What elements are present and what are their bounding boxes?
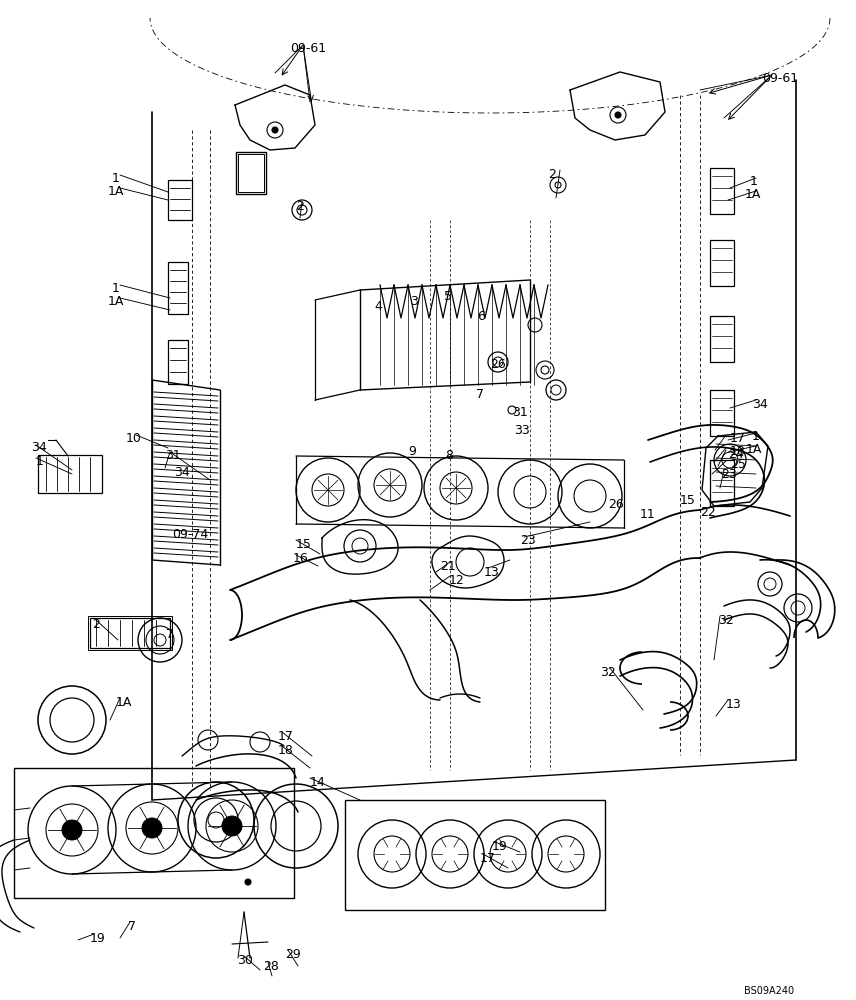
Text: 21: 21 bbox=[440, 560, 455, 573]
Bar bbox=[710, 168, 734, 214]
Bar bbox=[710, 240, 734, 286]
Bar bbox=[168, 340, 188, 384]
Text: 1: 1 bbox=[112, 282, 120, 295]
Text: 30: 30 bbox=[237, 954, 253, 967]
Bar bbox=[168, 262, 188, 314]
Text: 7: 7 bbox=[128, 920, 136, 933]
Bar bbox=[236, 152, 266, 194]
Text: 4: 4 bbox=[374, 300, 382, 313]
Circle shape bbox=[272, 127, 278, 133]
Text: 31: 31 bbox=[512, 406, 528, 419]
Text: 09-61: 09-61 bbox=[290, 42, 326, 55]
Text: 10: 10 bbox=[126, 432, 142, 445]
Text: 9: 9 bbox=[408, 445, 416, 458]
Text: 32: 32 bbox=[718, 614, 734, 627]
Text: 14: 14 bbox=[310, 776, 326, 789]
Text: 26: 26 bbox=[608, 498, 624, 511]
Circle shape bbox=[615, 112, 621, 118]
Text: 18: 18 bbox=[730, 445, 746, 458]
Text: 5: 5 bbox=[444, 290, 452, 303]
Text: 17: 17 bbox=[730, 432, 746, 445]
Text: 25: 25 bbox=[730, 458, 746, 471]
Bar bbox=[90, 618, 170, 648]
Text: 19: 19 bbox=[90, 932, 106, 945]
Text: 18: 18 bbox=[278, 744, 294, 757]
Text: 1A: 1A bbox=[746, 443, 763, 456]
Text: 1: 1 bbox=[36, 455, 44, 468]
Text: 23: 23 bbox=[520, 534, 536, 547]
Text: 33: 33 bbox=[514, 424, 530, 437]
Text: 1A: 1A bbox=[108, 185, 124, 198]
Text: 6: 6 bbox=[477, 310, 484, 323]
Text: 15: 15 bbox=[296, 538, 312, 551]
Text: 1: 1 bbox=[752, 430, 760, 443]
Text: 22: 22 bbox=[700, 506, 716, 519]
Text: 1: 1 bbox=[750, 175, 758, 188]
Text: 09-74: 09-74 bbox=[172, 528, 208, 541]
Text: 1A: 1A bbox=[116, 696, 133, 709]
Text: 12: 12 bbox=[449, 574, 465, 587]
Text: 13: 13 bbox=[484, 566, 500, 579]
Text: 23: 23 bbox=[721, 468, 737, 481]
Text: 09-61: 09-61 bbox=[762, 72, 798, 85]
Circle shape bbox=[62, 820, 82, 840]
Bar bbox=[88, 616, 172, 650]
Text: 19: 19 bbox=[492, 840, 508, 853]
Text: 7: 7 bbox=[166, 628, 174, 641]
Text: 28: 28 bbox=[263, 960, 279, 973]
Text: 2: 2 bbox=[548, 168, 556, 181]
Bar bbox=[238, 154, 264, 192]
Bar bbox=[168, 180, 192, 220]
Text: 1A: 1A bbox=[745, 188, 761, 201]
Text: 34: 34 bbox=[752, 398, 768, 411]
Bar bbox=[38, 455, 102, 493]
Text: 3: 3 bbox=[410, 295, 418, 308]
Text: 26: 26 bbox=[490, 358, 506, 371]
Text: 29: 29 bbox=[285, 948, 300, 961]
Text: 16: 16 bbox=[293, 552, 309, 565]
Text: 1: 1 bbox=[112, 172, 120, 185]
Circle shape bbox=[245, 879, 251, 885]
Text: BS09A240: BS09A240 bbox=[744, 986, 794, 996]
Text: 17: 17 bbox=[480, 852, 496, 865]
Text: 31: 31 bbox=[165, 449, 181, 462]
Text: 2: 2 bbox=[296, 200, 304, 213]
Text: 17: 17 bbox=[278, 730, 294, 743]
Text: 1A: 1A bbox=[108, 295, 124, 308]
Bar bbox=[710, 390, 734, 436]
Circle shape bbox=[142, 818, 162, 838]
Text: 13: 13 bbox=[726, 698, 742, 711]
Bar bbox=[710, 316, 734, 362]
Circle shape bbox=[222, 816, 242, 836]
Text: 8: 8 bbox=[445, 449, 453, 462]
Bar bbox=[345, 800, 605, 910]
Text: 34: 34 bbox=[174, 466, 190, 479]
Text: 15: 15 bbox=[680, 494, 696, 507]
Text: 2: 2 bbox=[92, 618, 100, 631]
Text: 11: 11 bbox=[640, 508, 656, 521]
Text: 34: 34 bbox=[31, 441, 47, 454]
Text: 7: 7 bbox=[476, 388, 484, 401]
Bar bbox=[710, 460, 734, 506]
Text: 24: 24 bbox=[728, 448, 744, 461]
Text: 32: 32 bbox=[600, 666, 615, 679]
Bar bbox=[14, 768, 294, 898]
